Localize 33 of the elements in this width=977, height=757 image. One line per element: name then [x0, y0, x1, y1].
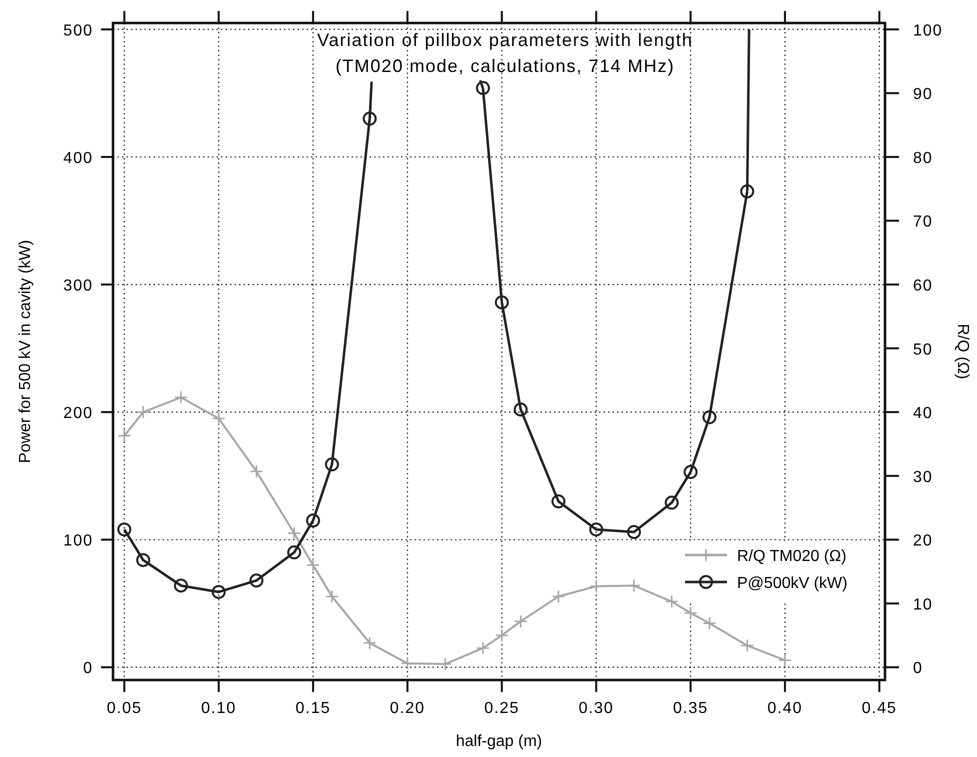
x-tick-label: 0.35 — [673, 700, 708, 717]
chart-title: Variation of pillbox parameters with length — [317, 30, 693, 50]
y2-tick-label: 30 — [913, 468, 933, 486]
x-tick-label: 0.45 — [862, 700, 897, 717]
y2-tick-label: 20 — [913, 532, 933, 550]
y2-tick-label: 10 — [913, 596, 933, 614]
y-tick-label: 200 — [63, 405, 93, 422]
y-axis-title: Power for 500 kV in cavity (kW) — [17, 240, 34, 464]
y2-tick-label: 70 — [913, 214, 933, 231]
y-tick-label: 400 — [63, 150, 93, 167]
y2-tick-label: 80 — [913, 150, 933, 167]
x-tick-label: 0.40 — [767, 700, 803, 717]
y2-axis-title: R/Q (Ω) — [954, 324, 971, 380]
x-tick-label: 0.20 — [390, 700, 426, 717]
x-tick-label: 0.30 — [578, 700, 614, 717]
x-tick-label: 0.15 — [296, 700, 331, 717]
y2-tick-label: 90 — [913, 86, 933, 104]
y2-tick-label: 50 — [913, 341, 933, 358]
y-tick-label: 0 — [83, 660, 93, 678]
x-tick-label: 0.10 — [201, 700, 236, 717]
text: (TM020 mode, calculations, 714 MHz) — [335, 56, 675, 76]
y2-tick-label: 0 — [913, 660, 923, 678]
legend-label: R/Q TM020 (Ω) — [737, 548, 846, 565]
x-axis-title: half-gap (m) — [456, 733, 542, 750]
y2-tick-label: 60 — [913, 278, 933, 295]
x-tick-label: 0.25 — [484, 700, 520, 717]
y-tick-label: 500 — [63, 22, 93, 40]
y-tick-label: 300 — [63, 278, 93, 295]
y-tick-label: 100 — [63, 532, 93, 550]
y2-tick-label: 100 — [913, 22, 943, 40]
y2-tick-label: 40 — [913, 405, 933, 422]
legend-label: P@500kV (kW) — [737, 575, 848, 592]
x-tick-label: 0.05 — [106, 700, 142, 717]
